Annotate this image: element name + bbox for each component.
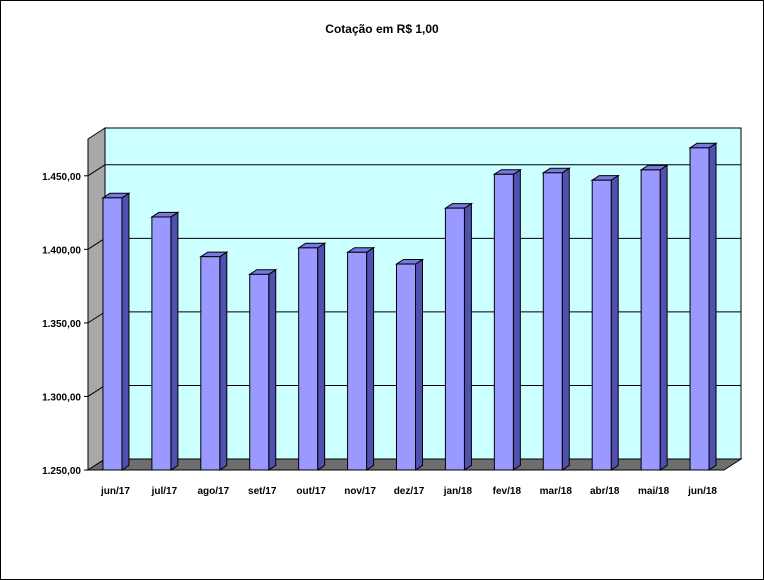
x-tick-label: nov/17 xyxy=(344,486,376,497)
x-tick-label: jul/17 xyxy=(151,486,178,497)
bar xyxy=(150,211,180,471)
x-tick-label: fev/18 xyxy=(493,486,522,497)
bar-side xyxy=(610,174,619,471)
x-tick-label: dez/17 xyxy=(394,486,425,497)
y-tick-label: 1.250,00 xyxy=(42,466,81,477)
bar xyxy=(590,174,620,471)
bar-side xyxy=(317,242,326,471)
bar xyxy=(394,258,425,471)
x-tick-label: out/17 xyxy=(296,486,326,497)
bar xyxy=(688,142,718,471)
bar xyxy=(541,167,571,471)
bar-front xyxy=(542,172,563,471)
y-tick-label: 1.450,00 xyxy=(42,172,81,183)
x-tick-label: set/17 xyxy=(248,486,277,497)
bar-side xyxy=(659,164,668,471)
bar-front xyxy=(396,263,416,471)
y-tick-label: 1.350,00 xyxy=(42,319,81,330)
y-tick-label: 1.300,00 xyxy=(42,392,81,403)
side-wall xyxy=(87,127,106,471)
bar xyxy=(443,202,474,471)
bar-front xyxy=(444,207,465,471)
x-tick-label: ago/17 xyxy=(197,486,229,497)
bar-side xyxy=(708,142,717,471)
y-tick-label: 1.400,00 xyxy=(42,245,81,256)
bar xyxy=(639,164,669,471)
gridline-side xyxy=(87,311,106,324)
x-tick-label: abr/18 xyxy=(590,486,620,497)
bar-front xyxy=(347,251,368,471)
bar-side xyxy=(219,251,228,471)
bar xyxy=(296,242,327,471)
bar-front xyxy=(640,169,661,471)
bar-side xyxy=(463,202,472,471)
bar-side xyxy=(366,246,375,471)
chart-title: Cotação em R$ 1,00 xyxy=(325,22,439,36)
bar-front xyxy=(151,216,172,471)
bar-side xyxy=(268,268,277,471)
bar-side xyxy=(170,211,179,471)
bar-front xyxy=(200,256,221,471)
bar xyxy=(101,192,131,471)
x-tick-label: jun/18 xyxy=(687,486,717,497)
x-tick-label: mai/18 xyxy=(638,486,670,497)
bar-side xyxy=(121,192,130,471)
bar xyxy=(248,268,278,471)
bar-front xyxy=(298,247,319,471)
x-tick-label: jan/18 xyxy=(443,486,473,497)
bar-front xyxy=(493,173,514,471)
bar xyxy=(199,251,229,471)
bar xyxy=(492,168,523,471)
bar xyxy=(345,246,376,471)
bar-front xyxy=(249,273,270,471)
gridline-side xyxy=(87,237,106,250)
bar-side xyxy=(512,168,521,471)
gridline-side xyxy=(87,385,106,397)
x-tick-label: jun/17 xyxy=(100,486,130,497)
gridline-side xyxy=(87,164,106,177)
bar-front xyxy=(591,179,612,471)
x-tick-label: mar/18 xyxy=(540,486,573,497)
bar-front xyxy=(102,197,123,471)
bar-side xyxy=(415,258,423,471)
bar-front xyxy=(689,147,710,471)
bar-side xyxy=(561,167,570,471)
